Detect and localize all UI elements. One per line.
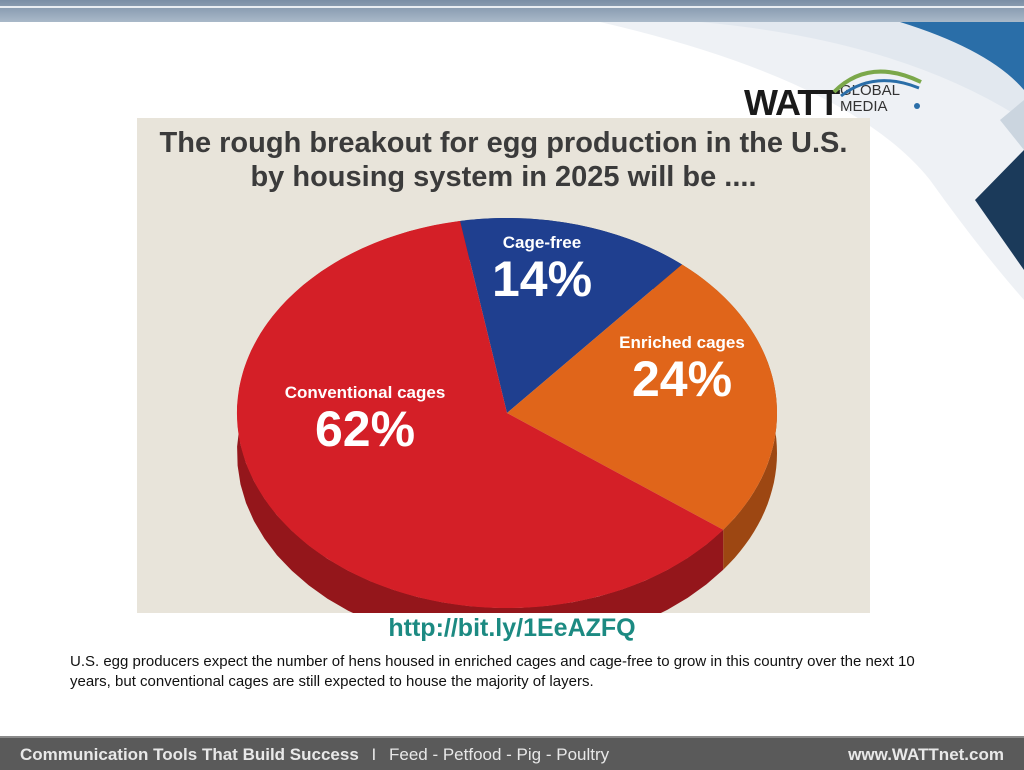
logo-swoosh-icon — [832, 69, 922, 109]
top-divider — [0, 6, 1024, 8]
pie-slice-conventional-cages — [236, 221, 724, 609]
footer-bar: Communication Tools That Build Success I… — [0, 736, 1024, 770]
chart-title-line2: by housing system in 2025 will be .... — [250, 161, 757, 193]
source-link[interactable]: http://bit.ly/1EeAZFQ — [388, 614, 636, 642]
watt-global-media-logo: WATT GLOBAL MEDIA — [744, 62, 934, 123]
chart-panel: The rough breakout for egg production in… — [137, 118, 870, 613]
pie-side-conventional-cages — [237, 221, 724, 613]
footer-tagline: Communication Tools That Build Success — [20, 745, 359, 764]
caption-text: U.S. egg producers expect the number of … — [70, 653, 915, 690]
pie-value-enriched-cages: 24% — [632, 351, 732, 407]
pie-value-conventional-cages: 62% — [315, 401, 415, 457]
pie-slice-enriched-cages — [507, 264, 777, 530]
footer-segments: Feed - Petfood - Pig - Poultry — [388, 745, 610, 764]
pie-label-conventional-cages: Conventional cages — [285, 383, 446, 402]
logo-brand: WATT — [744, 82, 840, 123]
logo-media: MEDIA — [840, 98, 888, 115]
footer-separator: I — [371, 745, 377, 764]
top-banner — [0, 0, 1024, 22]
chart-title-line1: The rough breakout for egg production in… — [159, 127, 848, 159]
pie-slice-cage-free — [460, 218, 682, 413]
footer-website[interactable]: www.WATTnet.com — [848, 745, 1004, 764]
chart-title: The rough breakout for egg production in… — [137, 126, 870, 194]
pie-label-cage-free: Cage-free — [503, 233, 581, 252]
pie-value-cage-free: 14% — [492, 251, 592, 307]
pie-label-enriched-cages: Enriched cages — [619, 333, 745, 352]
footer-left: Communication Tools That Build Success I… — [20, 745, 609, 765]
